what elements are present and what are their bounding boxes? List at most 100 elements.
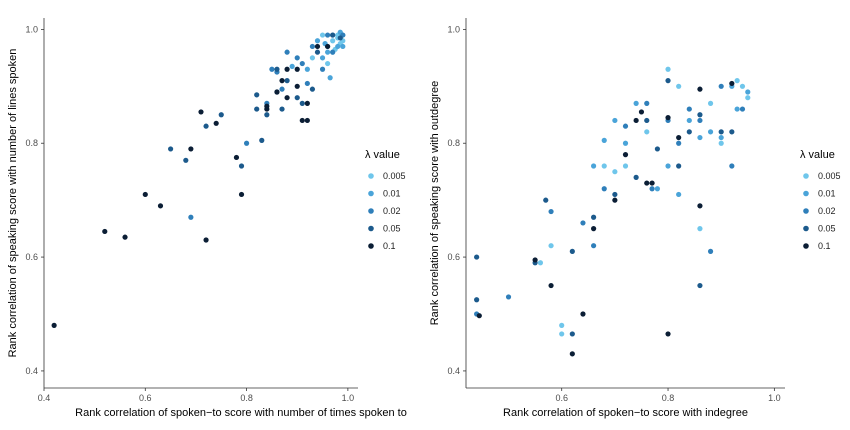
left-legend-key-0.02 — [368, 208, 374, 214]
right-point-lambda-0.02 — [591, 243, 597, 249]
right-point-lambda-0.005 — [745, 95, 751, 101]
right-point-lambda-0.01 — [665, 163, 671, 169]
left-point-lambda-0.1 — [284, 95, 290, 101]
left-point-lambda-0.01 — [340, 43, 346, 50]
left-legend-key-0.005 — [368, 173, 374, 179]
right-legend-label-0.005: 0.005 — [818, 171, 841, 181]
right-point-lambda-0.1 — [622, 152, 629, 158]
right-point-lambda-0.1 — [697, 86, 703, 92]
left-point-lambda-0.05 — [254, 92, 260, 98]
right-point-lambda-0.05 — [697, 282, 703, 289]
right-legend-key-0.02 — [803, 208, 809, 214]
right-point-lambda-0.01 — [591, 163, 597, 169]
left-point-lambda-0.1 — [51, 322, 57, 328]
left-points-layer — [51, 29, 346, 328]
left-point-lambda-0.1 — [279, 78, 285, 84]
right-y-axis-title: Rank correlation of speaking score with … — [429, 81, 441, 326]
left-legend-label-0.1: 0.1 — [383, 241, 396, 251]
right-point-lambda-0.005 — [739, 83, 746, 89]
right-point-lambda-0.02 — [739, 106, 746, 112]
right-legend-key-0.01 — [803, 190, 809, 197]
left-scatter-panel: 0.4 0.6 0.8 1.0 0.4 0.6 0.8 1.0 Rank correlati… — [7, 18, 407, 419]
right-point-lambda-0.02 — [548, 208, 554, 215]
left-point-lambda-0.02 — [304, 80, 310, 87]
right-x-tick-label: 1.0 — [768, 393, 781, 403]
right-point-lambda-0.1 — [548, 282, 554, 289]
left-point-lambda-0.02 — [269, 66, 275, 72]
left-point-lambda-0.05 — [264, 112, 270, 118]
right-point-lambda-0.005 — [559, 331, 565, 337]
right-point-lambda-0.02 — [505, 294, 512, 300]
left-point-lambda-0.005 — [330, 38, 336, 44]
right-scatter-panel: 0.6 0.8 1.0 0.4 0.6 0.8 1.0 Rank correlation … — [429, 18, 841, 419]
right-point-lambda-0.1 — [476, 313, 482, 319]
left-point-lambda-0.05 — [238, 163, 245, 169]
left-point-lambda-0.05 — [337, 35, 343, 41]
left-point-lambda-0.02 — [299, 60, 305, 67]
right-y-tick-label: 0.4 — [447, 366, 460, 376]
right-point-lambda-0.01 — [601, 137, 607, 143]
left-x-tick-label: 0.8 — [240, 393, 253, 403]
right-point-lambda-0.05 — [543, 197, 549, 203]
left-point-lambda-0.1 — [299, 117, 305, 124]
left-point-lambda-0.1 — [213, 120, 219, 126]
left-y-axis-title: Rank correlation of speaking score with … — [7, 49, 19, 358]
left-point-lambda-0.1 — [157, 203, 164, 209]
right-x-axis-title: Rank correlation of spoken−to score with… — [503, 407, 748, 419]
left-point-lambda-0.01 — [327, 75, 333, 81]
right-point-lambda-0.01 — [697, 134, 703, 141]
right-point-lambda-0.1 — [591, 226, 597, 232]
right-point-lambda-0.02 — [580, 220, 586, 226]
left-point-lambda-0.1 — [233, 154, 240, 161]
right-point-lambda-0.05 — [686, 129, 692, 135]
right-y-tick-label: 0.6 — [447, 252, 460, 262]
left-x-tick-label: 0.4 — [38, 393, 51, 403]
left-point-lambda-0.1 — [304, 100, 310, 106]
right-point-lambda-0.01 — [745, 89, 751, 95]
left-point-lambda-0.02 — [284, 49, 290, 55]
left-point-lambda-0.005 — [319, 32, 326, 38]
right-point-lambda-0.02 — [644, 100, 650, 106]
left-point-lambda-0.05 — [299, 100, 305, 106]
left-point-lambda-0.1 — [238, 191, 245, 198]
right-x-tick-label: 0.8 — [662, 393, 675, 403]
left-point-lambda-0.1 — [188, 146, 194, 152]
right-point-lambda-0.005 — [644, 129, 650, 135]
right-point-lambda-0.005 — [697, 226, 703, 232]
left-point-lambda-0.05 — [294, 95, 300, 101]
left-y-tick-label: 0.4 — [25, 366, 38, 376]
right-point-lambda-0.05 — [729, 129, 735, 135]
left-point-lambda-0.02 — [188, 214, 194, 220]
right-point-lambda-0.02 — [676, 140, 682, 146]
right-point-lambda-0.01 — [707, 129, 714, 135]
right-point-lambda-0.1 — [665, 115, 671, 121]
right-point-lambda-0.005 — [537, 260, 544, 266]
left-point-lambda-0.1 — [203, 237, 209, 243]
left-legend-label-0.05: 0.05 — [383, 224, 401, 234]
left-legend-label-0.005: 0.005 — [383, 171, 406, 181]
right-x-tick-label: 0.6 — [555, 393, 568, 403]
right-legend-label-0.05: 0.05 — [818, 224, 836, 234]
left-point-lambda-0.005 — [309, 55, 316, 61]
left-legend-label-0.02: 0.02 — [383, 206, 401, 216]
right-point-lambda-0.05 — [644, 117, 650, 124]
right-point-lambda-0.05 — [654, 146, 661, 152]
left-x-tick-label: 1.0 — [342, 393, 355, 403]
left-point-lambda-0.02 — [279, 86, 285, 92]
right-point-lambda-0.05 — [569, 331, 575, 337]
right-point-lambda-0.005 — [622, 163, 629, 169]
left-y-tick-label: 1.0 — [25, 24, 38, 34]
right-point-lambda-0.005 — [612, 169, 618, 175]
right-point-lambda-0.1 — [665, 331, 671, 337]
left-point-lambda-0.05 — [330, 32, 336, 38]
right-point-lambda-0.01 — [654, 186, 661, 192]
left-point-lambda-0.1 — [122, 234, 128, 240]
right-point-lambda-0.02 — [686, 106, 692, 112]
right-point-lambda-0.005 — [665, 66, 671, 72]
left-point-lambda-0.02 — [243, 140, 250, 146]
right-point-lambda-0.1 — [649, 180, 655, 186]
right-point-lambda-0.02 — [707, 248, 714, 254]
left-point-lambda-0.1 — [198, 109, 204, 115]
left-legend: λ value 0.005 0.01 0.02 0.05 0.1 — [365, 149, 406, 251]
